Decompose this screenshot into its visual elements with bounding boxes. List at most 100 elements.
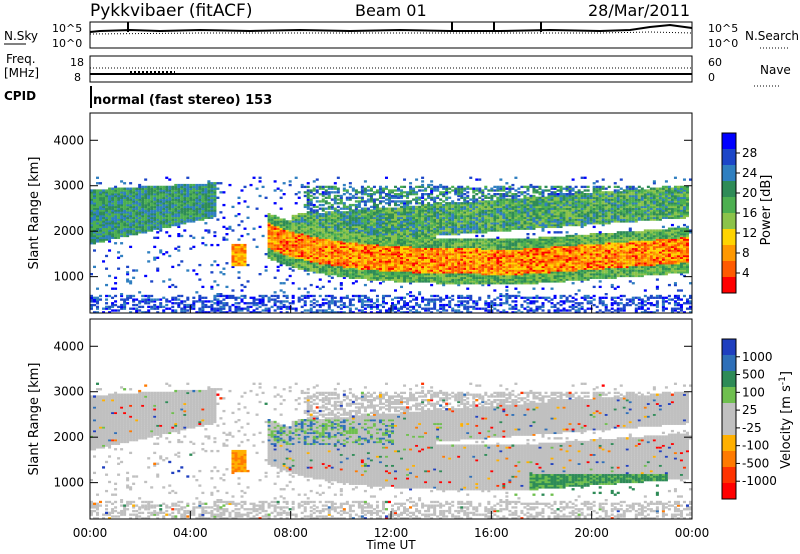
power-cell	[448, 271, 452, 274]
power-cell	[472, 273, 476, 276]
power-cell	[288, 256, 292, 259]
power-cell	[291, 269, 295, 272]
power-cell	[309, 216, 313, 219]
power-cell	[303, 262, 307, 265]
power-cell	[342, 262, 346, 265]
power-cell	[436, 233, 440, 236]
power-cell	[96, 229, 100, 232]
power-cell	[460, 296, 464, 299]
power-cell	[213, 193, 217, 196]
power-cell	[276, 249, 280, 252]
power-cell	[150, 218, 154, 221]
power-cell	[285, 256, 289, 259]
power-cell	[198, 202, 202, 205]
power-cell	[315, 209, 319, 212]
power-cell	[285, 254, 289, 258]
power-cell	[90, 298, 93, 301]
power-cell	[129, 194, 133, 198]
power-cell	[168, 218, 172, 221]
power-cell	[454, 265, 458, 269]
power-cell	[171, 213, 175, 216]
power-cell	[436, 256, 440, 259]
power-cell	[448, 229, 452, 232]
power-cell	[418, 278, 422, 281]
power-cell	[267, 236, 271, 239]
power-cell	[138, 300, 142, 303]
power-cell	[454, 260, 458, 263]
power-cell	[472, 205, 476, 209]
power-cell	[463, 263, 467, 267]
power-cell	[430, 231, 434, 234]
power-cell	[276, 253, 280, 256]
power-cell	[168, 198, 172, 201]
power-cell	[430, 280, 434, 283]
power-cell	[409, 265, 413, 269]
power-cell	[348, 193, 352, 196]
power-cell	[183, 229, 187, 232]
power-cell	[384, 254, 388, 258]
power-cell	[180, 214, 184, 218]
power-cell	[336, 222, 340, 225]
power-cell	[267, 234, 271, 238]
power-cell	[114, 282, 118, 285]
power-cell	[363, 202, 367, 205]
power-cell	[460, 311, 464, 313]
power-cell	[381, 227, 385, 230]
power-cell	[138, 291, 142, 294]
power-cell	[318, 265, 322, 269]
power-cell	[457, 233, 461, 236]
power-cell	[162, 203, 166, 207]
power-cell	[442, 309, 446, 312]
power-cell	[276, 258, 280, 261]
power-cell	[397, 200, 401, 203]
power-cell	[315, 263, 319, 267]
power-cell	[460, 260, 464, 263]
power-cell	[132, 307, 136, 310]
power-cell	[442, 298, 446, 301]
power-cell	[159, 202, 163, 205]
power-cell	[303, 294, 307, 298]
power-cell	[99, 202, 103, 205]
power-cell	[406, 227, 410, 230]
power-cell	[267, 214, 271, 218]
power-cell	[267, 242, 271, 245]
power-cell	[354, 205, 358, 209]
power-cell	[366, 234, 370, 238]
power-cell	[400, 243, 404, 247]
power-cell	[276, 245, 280, 249]
power-cell	[183, 193, 187, 196]
power-cell	[466, 258, 470, 261]
power-cell	[418, 253, 422, 256]
power-cell	[406, 269, 410, 272]
power-cell	[192, 203, 196, 207]
power-cell	[442, 242, 446, 245]
power-cell	[351, 273, 355, 276]
power-cell	[96, 209, 100, 212]
power-cell	[457, 280, 461, 283]
power-cell	[174, 222, 178, 225]
power-cell	[466, 269, 470, 272]
power-cell	[210, 202, 214, 205]
power-cell	[135, 211, 139, 214]
power-cell	[201, 218, 205, 221]
power-cell	[375, 214, 379, 218]
power-cell	[433, 302, 437, 305]
power-cell	[207, 182, 211, 185]
power-cell	[120, 298, 124, 301]
power-cell	[153, 209, 157, 212]
power-cell	[415, 263, 419, 267]
power-cell	[213, 189, 217, 192]
power-cell	[285, 243, 289, 247]
power-cell	[418, 249, 422, 252]
power-cell	[222, 303, 226, 307]
power-cell	[375, 278, 379, 281]
power-cell	[372, 254, 376, 258]
power-cell	[207, 305, 211, 309]
power-cell	[442, 282, 446, 285]
power-cell	[231, 229, 235, 232]
power-cell	[363, 260, 367, 263]
power-cell	[469, 298, 473, 301]
power-cell	[451, 189, 455, 192]
power-cell	[466, 311, 470, 313]
power-cell	[442, 267, 446, 270]
